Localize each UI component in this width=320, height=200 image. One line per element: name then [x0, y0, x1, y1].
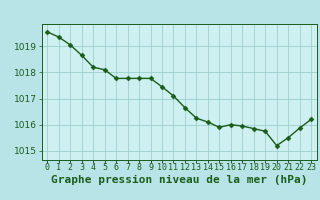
- X-axis label: Graphe pression niveau de la mer (hPa): Graphe pression niveau de la mer (hPa): [51, 175, 308, 185]
